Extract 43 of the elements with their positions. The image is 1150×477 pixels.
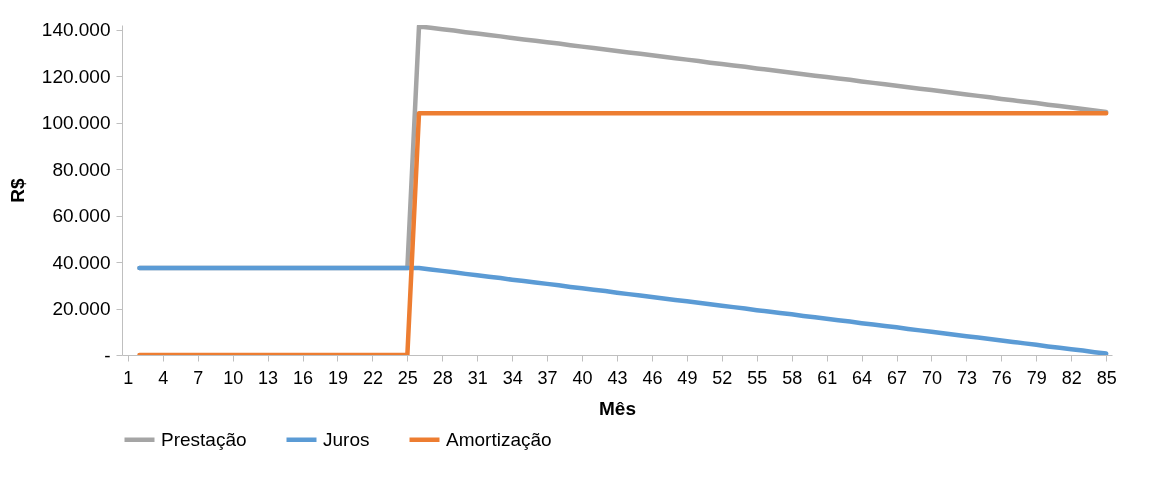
x-tick-label: 37 xyxy=(537,367,558,388)
y-tick-label: 140.000 xyxy=(41,19,111,41)
x-tick-label: 61 xyxy=(817,367,838,388)
x-tick-label: 64 xyxy=(852,367,873,388)
x-tick-label: 25 xyxy=(397,367,418,388)
x-tick-label: 52 xyxy=(712,367,733,388)
x-tick-label: 82 xyxy=(1061,367,1082,388)
line-series xyxy=(137,265,1109,355)
y-tick-label: 60.000 xyxy=(52,205,111,227)
y-tick-label: 80.000 xyxy=(52,158,111,180)
x-tick-label: 7 xyxy=(193,367,204,388)
x-tick-label: 79 xyxy=(1026,367,1047,388)
x-tick-label: 70 xyxy=(921,367,942,388)
x-tick-label: 43 xyxy=(607,367,628,388)
x-tick-label: 1 xyxy=(123,367,134,388)
x-axis-title: Mês xyxy=(599,397,636,419)
y-tick-label: 100.000 xyxy=(41,112,111,134)
legend-label: Juros xyxy=(323,428,370,450)
legend-label: Prestação xyxy=(161,428,247,450)
x-tick-label: 10 xyxy=(223,367,244,388)
x-tick-label: 22 xyxy=(362,367,383,388)
y-tick-label: - xyxy=(104,344,111,366)
x-tick-label: 13 xyxy=(258,367,279,388)
y-axis-title: R$ xyxy=(6,177,28,203)
x-tick-label: 46 xyxy=(642,367,663,388)
x-tick-label: 28 xyxy=(432,367,453,388)
x-tick-label: 85 xyxy=(1096,367,1117,388)
x-tick-label: 4 xyxy=(158,367,169,388)
x-tick-label: 49 xyxy=(677,367,698,388)
x-tick-label: 19 xyxy=(327,367,348,388)
x-tick-label: 16 xyxy=(293,367,314,388)
x-tick-label: 76 xyxy=(991,367,1012,388)
y-tick-label: 40.000 xyxy=(52,251,111,273)
x-tick-label: 58 xyxy=(782,367,803,388)
x-tick-label: 55 xyxy=(747,367,768,388)
x-tick-label: 31 xyxy=(467,367,488,388)
x-tick-label: 73 xyxy=(956,367,977,388)
y-tick-label: 20.000 xyxy=(52,298,111,320)
x-tick-label: 40 xyxy=(572,367,593,388)
legend-label: Amortização xyxy=(446,428,552,450)
x-tick-label: 67 xyxy=(887,367,908,388)
x-tick-label: 34 xyxy=(502,367,523,388)
y-tick-label: 120.000 xyxy=(41,65,111,87)
